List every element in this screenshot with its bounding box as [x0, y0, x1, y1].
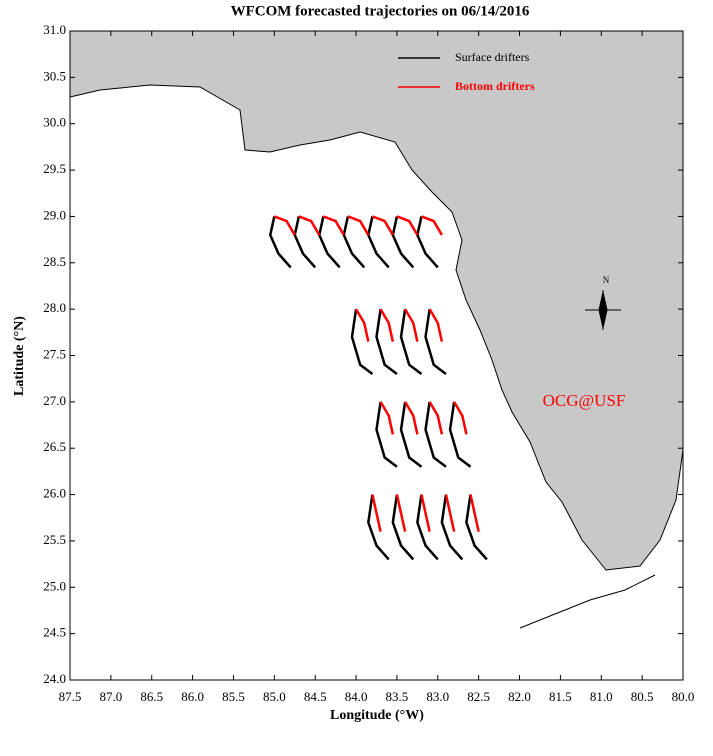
trajectory: [424, 308, 447, 376]
trajectory: [416, 216, 439, 269]
trajectory: [375, 308, 398, 376]
compass-label: N: [603, 275, 610, 285]
credit-label: OCG@USF: [543, 391, 626, 410]
trajectory: [399, 401, 423, 468]
trajectory: [395, 494, 407, 532]
x-tick-label: 84.5: [304, 689, 327, 704]
trajectory: [465, 494, 488, 561]
x-tick-label: 86.0: [181, 689, 204, 704]
x-tick-label: 86.5: [140, 689, 163, 704]
trajectory: [322, 215, 345, 236]
trajectory: [350, 308, 374, 376]
x-tick-label: 85.5: [222, 689, 245, 704]
x-tick-label: 83.0: [426, 689, 449, 704]
trajectory: [440, 494, 464, 561]
trajectory: [371, 494, 382, 532]
trajectory: [428, 401, 444, 435]
x-tick-label: 82.0: [508, 689, 531, 704]
x-tick-label: 85.0: [263, 689, 286, 704]
y-tick-label: 27.0: [43, 393, 66, 408]
trajectory: [399, 308, 423, 376]
trajectory: [404, 308, 419, 342]
legend-label: Surface drifters: [455, 50, 530, 64]
trajectory: [342, 216, 366, 269]
x-tick-label: 83.5: [386, 689, 409, 704]
y-tick-label: 24.5: [43, 625, 66, 640]
x-tick-label: 87.5: [59, 689, 82, 704]
y-tick-label: 29.5: [43, 161, 66, 176]
x-tick-label: 81.5: [549, 689, 572, 704]
y-tick-label: 30.5: [43, 68, 66, 83]
compass: [585, 290, 621, 330]
trajectory: [298, 215, 321, 236]
legend-label: Bottom drifters: [455, 79, 535, 93]
land: [69, 30, 684, 571]
y-tick-label: 30.0: [43, 115, 66, 130]
trajectory: [293, 216, 317, 269]
trajectory: [416, 494, 439, 561]
trajectory: [273, 215, 296, 236]
trajectory: [367, 494, 390, 561]
y-tick-label: 25.0: [43, 578, 66, 593]
trajectory: [371, 215, 394, 236]
chart-title: WFCOM forecasted trajectories on 06/14/2…: [231, 3, 530, 19]
trajectory: [404, 401, 419, 435]
trajectory: [391, 216, 415, 269]
trajectory: [420, 494, 431, 532]
trajectory: [354, 308, 370, 342]
trajectory: [375, 401, 398, 468]
trajectory: [424, 401, 447, 468]
trajectory: [367, 216, 390, 269]
trajectory: [469, 494, 480, 532]
trajectory: [428, 308, 444, 342]
keys: [519, 574, 656, 629]
trajectory: [347, 215, 370, 236]
trajectory: [396, 215, 419, 236]
x-tick-label: 87.0: [99, 689, 122, 704]
y-tick-label: 28.5: [43, 254, 66, 269]
trajectory: [379, 308, 395, 342]
x-tick-label: 80.5: [631, 689, 654, 704]
x-tick-label: 80.0: [672, 689, 695, 704]
trajectory: [391, 494, 415, 561]
x-tick-label: 81.0: [590, 689, 613, 704]
y-tick-label: 25.5: [43, 532, 66, 547]
trajectory: [453, 401, 468, 435]
trajectory: [268, 216, 292, 269]
y-axis-label: Latitude (°N): [12, 316, 27, 396]
x-axis-label: Longitude (°W): [330, 708, 424, 723]
trajectory: [379, 401, 395, 435]
trajectory: [448, 401, 472, 468]
y-tick-label: 27.5: [43, 346, 66, 361]
trajectory: [444, 494, 456, 532]
y-tick-label: 26.0: [43, 486, 66, 501]
trajectory: [317, 216, 341, 269]
trajectory: [421, 215, 443, 236]
y-tick-label: 29.0: [43, 207, 66, 222]
y-tick-label: 28.0: [43, 300, 66, 315]
y-tick-label: 26.5: [43, 439, 66, 454]
x-tick-label: 82.5: [467, 689, 490, 704]
x-tick-label: 84.0: [345, 689, 368, 704]
y-tick-label: 24.0: [43, 671, 66, 686]
y-tick-label: 31.0: [43, 22, 66, 37]
